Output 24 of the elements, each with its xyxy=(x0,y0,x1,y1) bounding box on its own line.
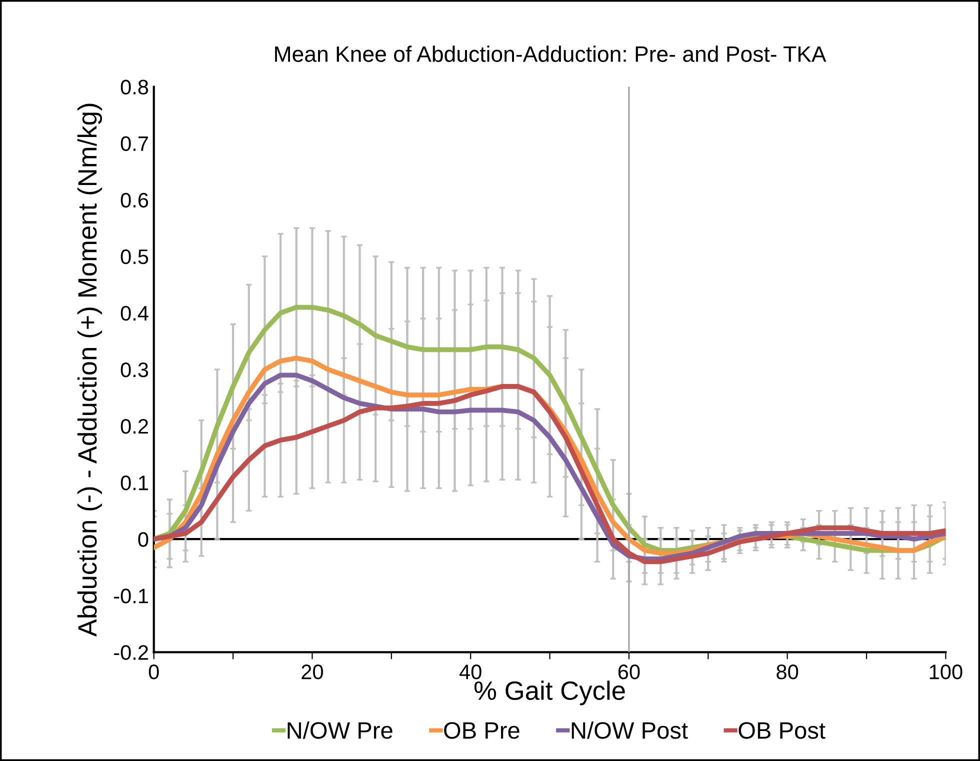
y-tick-label: 0.4 xyxy=(120,306,148,321)
y-tick-label: -0.1 xyxy=(114,588,148,604)
legend-label: OB Pre xyxy=(444,722,520,739)
x-tick-label: 80 xyxy=(776,664,798,680)
x-tick-label: 20 xyxy=(302,664,323,680)
chart-title: Mean Knee of Abduction-Adduction: Pre- and Post- TKA xyxy=(275,46,826,62)
x-tick-label: 60 xyxy=(618,664,640,680)
y-tick-label: 0.1 xyxy=(120,476,148,490)
y-tick-label: 0.7 xyxy=(120,136,148,152)
y-tick-label: 0.6 xyxy=(120,192,148,208)
legend-label: N/OW Pre xyxy=(288,721,392,739)
y-tick-label: -0.2 xyxy=(114,645,148,660)
legend-label: OB Post xyxy=(738,722,826,739)
y-tick-label: 0 xyxy=(138,532,148,547)
y-tick-label: 0.8 xyxy=(120,80,148,95)
legend-label: N/OW Post xyxy=(572,721,688,739)
y-tick-label: 0.5 xyxy=(120,249,148,264)
y-tick-label: 0.3 xyxy=(120,362,148,378)
y-tick-label: 0.2 xyxy=(120,419,148,434)
x-tick-label: 40 xyxy=(459,664,482,680)
x-axis-title: % Gait Cycle xyxy=(474,680,625,706)
y-axis-title: Abduction (-) - Adduction (+) Moment (Nm/kg) xyxy=(77,104,102,637)
x-tick-label: 100 xyxy=(930,664,962,680)
x-tick-label: 0 xyxy=(148,664,159,680)
